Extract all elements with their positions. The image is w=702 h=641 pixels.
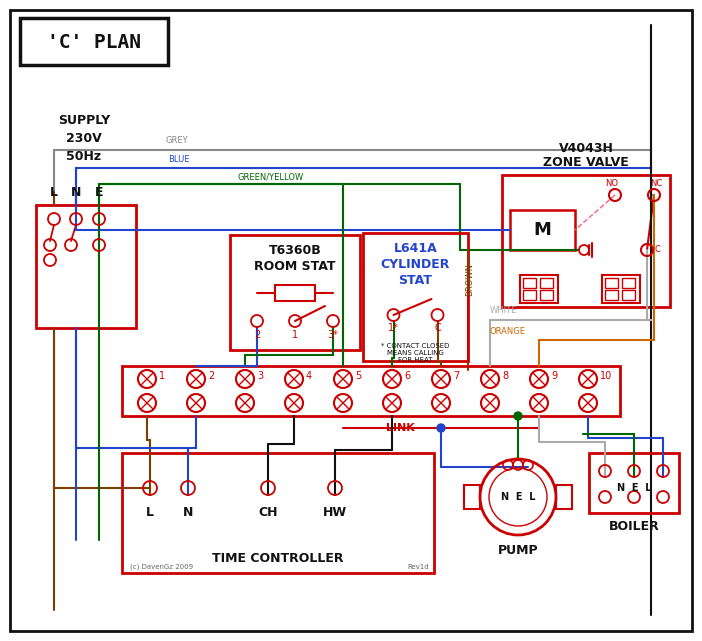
Text: V4043H: V4043H <box>559 142 614 154</box>
Bar <box>523 290 536 300</box>
Bar <box>36 205 136 328</box>
Bar <box>523 278 536 288</box>
Text: 2: 2 <box>254 330 260 340</box>
Text: N  E  L: N E L <box>501 492 535 502</box>
Bar <box>510 210 575 250</box>
Bar <box>230 235 360 350</box>
Bar <box>602 275 640 303</box>
Text: 4: 4 <box>306 371 312 381</box>
Bar <box>122 366 620 416</box>
Text: 1*: 1* <box>388 323 399 333</box>
Text: M: M <box>534 221 552 239</box>
Circle shape <box>514 412 522 420</box>
Text: L: L <box>146 506 154 519</box>
Bar <box>363 233 468 361</box>
Text: 1: 1 <box>292 330 298 340</box>
Bar <box>122 453 434 573</box>
Text: 'C' PLAN: 'C' PLAN <box>47 33 141 51</box>
Text: STAT: STAT <box>399 274 432 288</box>
Circle shape <box>437 424 445 432</box>
Text: GREEN/YELLOW: GREEN/YELLOW <box>237 172 303 181</box>
Text: 3: 3 <box>257 371 263 381</box>
Text: E: E <box>95 185 103 199</box>
Text: GREY: GREY <box>165 136 187 145</box>
Text: N  E  L: N E L <box>617 483 651 493</box>
Bar <box>464 485 480 509</box>
Text: ORANGE: ORANGE <box>490 327 526 336</box>
Text: C: C <box>654 246 660 254</box>
Text: 8: 8 <box>502 371 508 381</box>
Text: 10: 10 <box>600 371 612 381</box>
Text: (c) DavenGz 2009: (c) DavenGz 2009 <box>130 563 193 570</box>
Text: 50Hz: 50Hz <box>67 149 102 163</box>
Text: 230V: 230V <box>66 131 102 144</box>
Text: TIME CONTROLLER: TIME CONTROLLER <box>212 551 344 565</box>
Text: WHITE: WHITE <box>490 306 517 315</box>
Text: CYLINDER: CYLINDER <box>380 258 450 272</box>
Bar <box>275 285 315 301</box>
Bar <box>540 278 553 288</box>
Text: T6360B: T6360B <box>269 244 322 258</box>
Text: 7: 7 <box>453 371 459 381</box>
Text: HW: HW <box>323 506 347 519</box>
Text: CH: CH <box>258 506 278 519</box>
Bar <box>589 453 679 513</box>
Text: 6: 6 <box>404 371 410 381</box>
Text: * CONTACT CLOSED
MEANS CALLING
FOR HEAT: * CONTACT CLOSED MEANS CALLING FOR HEAT <box>381 343 450 363</box>
Bar <box>20 18 168 65</box>
Text: C: C <box>434 323 441 333</box>
Bar <box>622 290 635 300</box>
Text: BOILER: BOILER <box>609 519 659 533</box>
Text: PUMP: PUMP <box>498 544 538 556</box>
Text: 9: 9 <box>551 371 557 381</box>
Text: 3*: 3* <box>328 330 338 340</box>
Bar <box>540 290 553 300</box>
Text: LINK: LINK <box>385 423 414 433</box>
Bar <box>622 278 635 288</box>
Text: Rev1d: Rev1d <box>407 564 429 570</box>
Text: SUPPLY: SUPPLY <box>58 113 110 126</box>
Text: L641A: L641A <box>394 242 437 256</box>
Bar <box>502 175 670 307</box>
Text: BROWN: BROWN <box>465 263 475 297</box>
Bar <box>520 275 558 303</box>
Text: N: N <box>71 185 81 199</box>
Bar <box>556 485 572 509</box>
Bar <box>605 290 618 300</box>
Text: 2: 2 <box>208 371 214 381</box>
Text: NO: NO <box>606 179 618 188</box>
Text: 1: 1 <box>159 371 165 381</box>
Text: N: N <box>183 506 193 519</box>
Text: 5: 5 <box>355 371 362 381</box>
Text: ZONE VALVE: ZONE VALVE <box>543 156 629 169</box>
Bar <box>605 278 618 288</box>
Text: L: L <box>50 185 58 199</box>
Text: NC: NC <box>650 179 662 188</box>
Text: ROOM STAT: ROOM STAT <box>254 260 336 274</box>
Text: BLUE: BLUE <box>168 155 190 164</box>
